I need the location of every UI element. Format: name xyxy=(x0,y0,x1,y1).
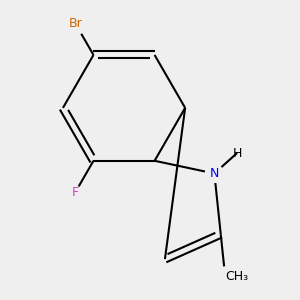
Text: H: H xyxy=(232,146,242,160)
Text: Br: Br xyxy=(68,17,82,30)
Text: F: F xyxy=(72,186,79,199)
Text: CH₃: CH₃ xyxy=(225,270,248,283)
Text: N: N xyxy=(210,167,219,180)
